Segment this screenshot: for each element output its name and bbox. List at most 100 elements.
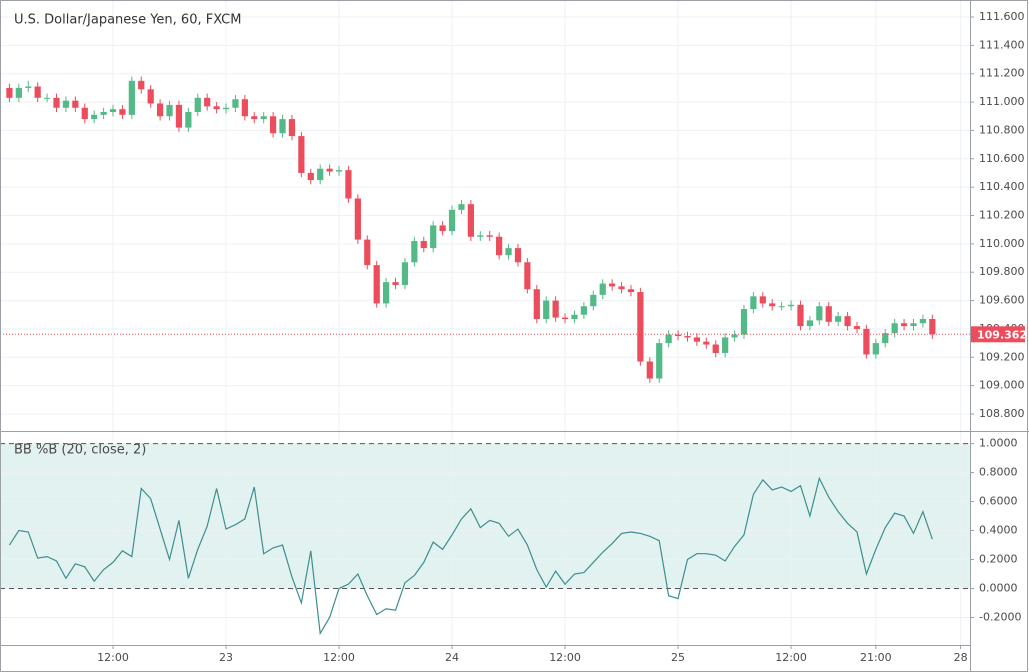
last-price-label: 109.362 (977, 328, 1027, 341)
last-price-box (971, 326, 1025, 343)
candle-body (656, 343, 663, 379)
candle-body (260, 116, 267, 120)
y-tick-label: 110.800 (979, 123, 1025, 136)
candle-body (175, 104, 183, 128)
y-tick-label: 110.600 (979, 152, 1025, 165)
x-tick-label: 12:00 (775, 651, 807, 664)
y-tick-label: 111.200 (979, 67, 1025, 80)
candle-body (401, 262, 409, 285)
candle-body (81, 107, 88, 120)
candle-body (835, 316, 842, 322)
candle-body (222, 107, 230, 110)
candle-body (43, 97, 51, 99)
y-tick-label: 111.000 (979, 95, 1025, 108)
x-tick-label: 21:00 (860, 651, 892, 664)
y-tick-label: 109.800 (979, 265, 1025, 278)
candle-body (929, 318, 936, 335)
candle-body (72, 100, 79, 108)
candle-body (891, 323, 898, 334)
candle-body (806, 320, 814, 327)
candle-body (439, 225, 446, 232)
candle-body (703, 341, 710, 345)
candle-body (674, 334, 682, 337)
indicator-line (8, 476, 933, 636)
chart-title: U.S. Dollar/Japanese Yen, 60, FXCM (14, 13, 241, 28)
candle-body (571, 314, 578, 319)
candle-body (863, 328, 870, 355)
x-tick-label: 12:00 (323, 651, 355, 664)
candle-body (166, 104, 173, 117)
candle-body (326, 168, 333, 172)
y-tick-label: 109.200 (979, 350, 1025, 363)
candle-body (590, 294, 597, 307)
candle-body (552, 300, 559, 318)
y-tick-label: 0.0000 (979, 581, 1018, 594)
candle-body (599, 283, 606, 295)
candle-body (712, 344, 719, 354)
y-tick-label: 0.6000 (979, 495, 1018, 508)
candle-body (251, 116, 258, 120)
y-tick-label: 111.600 (979, 10, 1025, 23)
candle-body (778, 306, 785, 308)
candle-body (15, 87, 22, 98)
y-tick-label: -0.2000 (979, 610, 1021, 623)
candle-body (213, 106, 220, 110)
candle-body (448, 209, 456, 232)
candle-body (232, 99, 239, 108)
candle-body (844, 316, 851, 327)
candle-body (279, 119, 286, 134)
candle-body (787, 304, 795, 307)
candle-body (383, 282, 390, 304)
candle-body (637, 292, 644, 362)
y-tick-label: 109.000 (979, 379, 1025, 392)
y-tick-label: 111.400 (979, 38, 1025, 51)
candle-body (430, 225, 437, 249)
candle-body (609, 283, 616, 287)
candle-body (119, 109, 126, 115)
candle-body (750, 296, 757, 310)
y-tick-label: 110.400 (979, 180, 1025, 193)
candle-body (496, 236, 503, 256)
candle-body (25, 86, 32, 88)
candle-body (147, 89, 154, 104)
x-tick-label: 23 (219, 651, 233, 664)
y-tick-label: 110.000 (979, 237, 1025, 250)
candle-body (6, 87, 13, 98)
candle-body (900, 323, 908, 327)
y-tick-label: 1.0000 (979, 437, 1018, 450)
candle-body (411, 241, 418, 263)
candle-body (731, 334, 738, 338)
candle-body (204, 97, 211, 107)
candle-body (335, 170, 343, 172)
candle-body (34, 86, 41, 98)
candle-body (561, 317, 569, 319)
candle-body (646, 361, 653, 379)
candle-body (307, 172, 314, 181)
candle-body (288, 119, 296, 137)
candle-body (627, 289, 635, 293)
candle-body (458, 204, 465, 210)
candle-body (100, 112, 107, 115)
candle-body (298, 136, 305, 173)
y-tick-label: 108.800 (979, 407, 1025, 420)
candle-body (910, 323, 917, 327)
candle-body (128, 80, 135, 115)
candle-body (853, 326, 861, 329)
y-tick-label: 0.4000 (979, 524, 1018, 537)
candle-body (693, 337, 701, 342)
candle-body (505, 248, 512, 256)
candle-body (919, 318, 927, 324)
candle-body (872, 343, 879, 355)
candle-body (53, 97, 60, 108)
candle-body (486, 235, 493, 237)
candle-body (514, 248, 522, 263)
candle-body (618, 286, 625, 290)
candle-body (825, 306, 832, 322)
candle-body (740, 309, 748, 335)
candle-body (882, 333, 889, 344)
candle-body (467, 204, 474, 237)
candle-body (373, 265, 380, 304)
candle-body (185, 112, 192, 128)
